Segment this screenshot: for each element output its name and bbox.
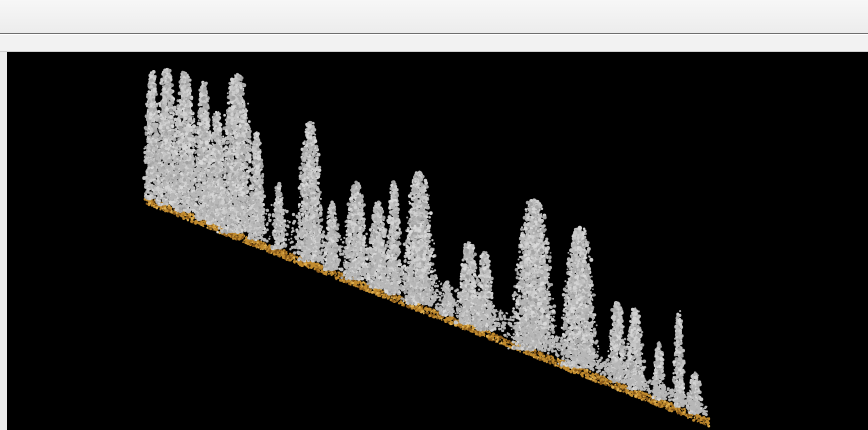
point-cloud-canvas[interactable] [7, 52, 868, 430]
vegetation-points [142, 67, 708, 417]
top-toolbar [0, 0, 868, 34]
left-panel-edge [0, 52, 7, 430]
point-cloud-viewport[interactable] [7, 52, 868, 430]
sub-toolbar [0, 35, 868, 52]
